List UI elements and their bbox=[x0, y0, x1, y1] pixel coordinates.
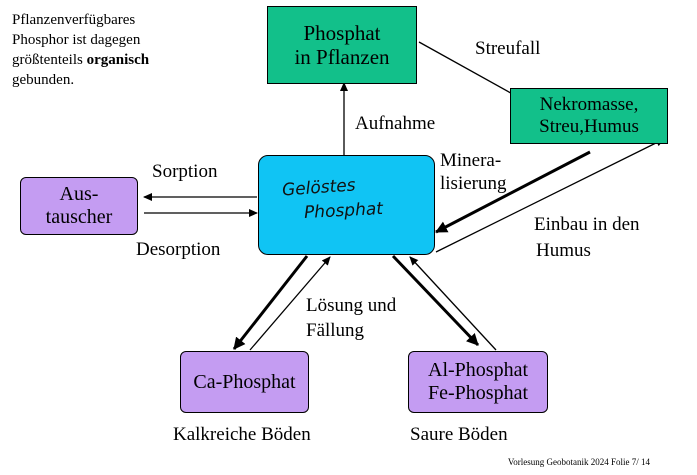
al-fe-phosphate-box: Al-Phosphat Fe-Phosphat bbox=[408, 351, 548, 413]
plant-phosphate-line-2: in Pflanzen bbox=[294, 45, 390, 69]
fe-phosphate-line: Fe-Phosphat bbox=[428, 382, 528, 404]
intro-text: Pflanzenverfügbares Phosphor ist dagegen… bbox=[12, 10, 149, 90]
label-humus-incorporation-line-1: Einbau in den bbox=[534, 214, 640, 235]
ca-phosphate-box: Ca-Phosphat bbox=[180, 351, 309, 413]
label-mineralization-line-1: Minera- bbox=[440, 150, 502, 171]
label-sorption: Sorption bbox=[152, 161, 218, 182]
arrow-litterfall bbox=[418, 41, 528, 103]
exchanger-box: Aus- tauscher bbox=[20, 177, 138, 235]
ca-phosphate-line-1: Ca-Phosphat bbox=[193, 370, 296, 393]
label-litterfall: Streufall bbox=[475, 38, 541, 59]
arrow-precipitation-alfe bbox=[391, 254, 480, 347]
arrow-dissolution-ca bbox=[249, 256, 331, 351]
label-calcareous-soils: Kalkreiche Böden bbox=[173, 424, 311, 445]
label-mineralization-line-2: lisierung bbox=[440, 172, 507, 194]
arrow-dissolution-alfe bbox=[409, 256, 497, 351]
intro-line-2: Phosphor ist dagegen bbox=[12, 32, 141, 48]
label-uptake: Aufnahme bbox=[355, 113, 436, 134]
arrow-mineralization bbox=[435, 150, 591, 234]
label-humus-incorporation-line-2: Humus bbox=[536, 239, 591, 261]
plant-phosphate-box: Phosphat in Pflanzen bbox=[267, 6, 417, 84]
intro-line-3-prefix: größtenteils bbox=[12, 52, 87, 68]
intro-bold-word: organisch bbox=[86, 52, 150, 68]
label-mineralization: Minera- lisierung bbox=[440, 150, 507, 196]
label-dissolution-line-1: Lösung und bbox=[306, 295, 397, 316]
label-humus-incorporation: Einbau in den Humus bbox=[534, 212, 640, 263]
label-dissolution-line-2: Fällung bbox=[306, 319, 365, 341]
intro-line-3: größtenteils organisch bbox=[12, 50, 149, 70]
al-phosphate-line: Al-Phosphat bbox=[428, 359, 528, 381]
arrow-humus-incorporation bbox=[435, 138, 665, 253]
label-dissolution-precipitation: Lösung und Fällung bbox=[306, 294, 396, 343]
intro-line-1: Pflanzenverfügbares bbox=[12, 12, 136, 28]
necromass-line-2: Streu,Humus bbox=[539, 116, 639, 137]
label-desorption: Desorption bbox=[136, 239, 221, 260]
dissolved-phosphate-line-2: Phosphat bbox=[303, 198, 384, 224]
footer-slide-info: Vorlesung Geobotanik 2024 Folie 7/ 14 bbox=[507, 457, 650, 467]
arrow-precipitation-ca bbox=[232, 255, 309, 350]
dissolved-phosphate-box: Gelöstes Phosphat bbox=[258, 155, 435, 255]
necromass-box: Nekromasse, Streu,Humus bbox=[510, 88, 668, 144]
exchanger-line-2: tauscher bbox=[45, 206, 113, 228]
necromass-line-1: Nekromasse, bbox=[539, 94, 639, 116]
plant-phosphate-line-1: Phosphat bbox=[303, 20, 381, 45]
intro-line-4: gebunden. bbox=[12, 72, 75, 88]
label-acidic-soils: Saure Böden bbox=[410, 424, 508, 445]
exchanger-line-1: Aus- bbox=[59, 183, 99, 205]
